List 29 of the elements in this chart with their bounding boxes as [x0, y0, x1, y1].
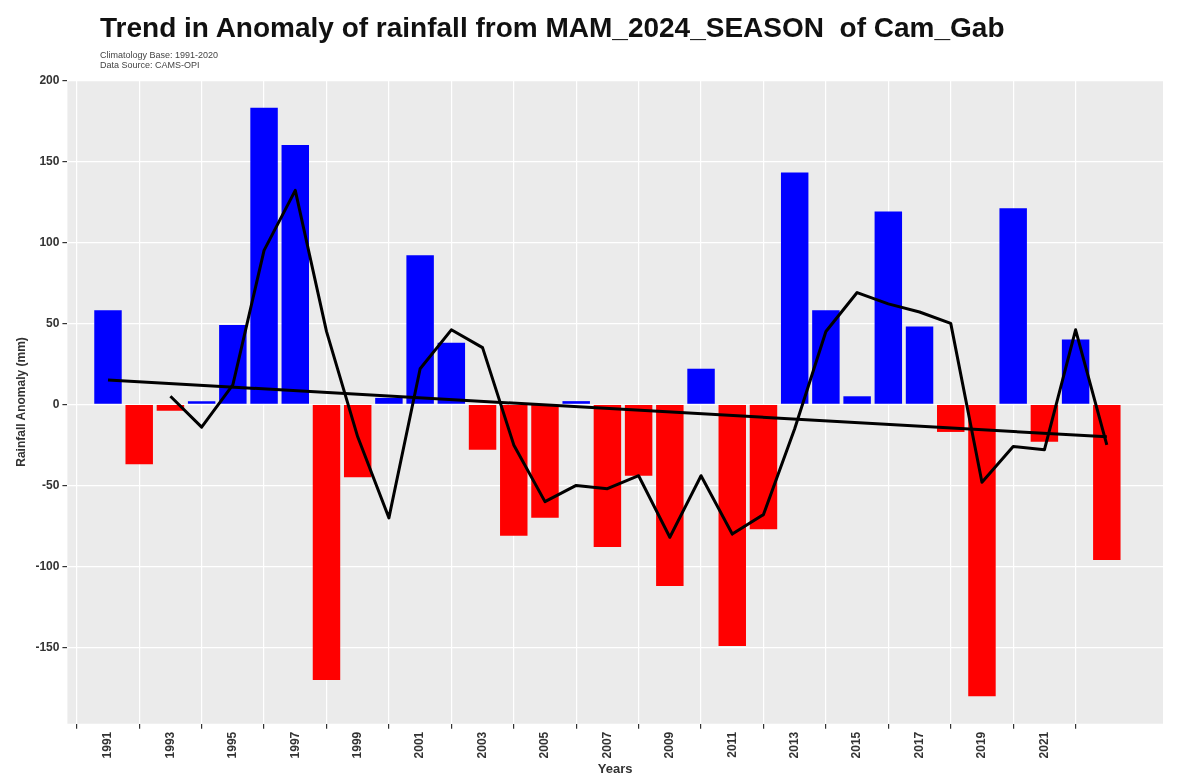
x-tick-label: 2015 [849, 731, 864, 759]
x-tick-label: 2019 [974, 731, 989, 759]
x-axis-title: Years [597, 760, 633, 776]
x-tick-label: 2007 [599, 731, 614, 759]
x-tick-label: 1999 [350, 731, 365, 759]
y-tick-label: 150 [39, 153, 60, 168]
source-note: Data Source: CAMS-OPI [100, 60, 201, 70]
y-tick-label: -100 [35, 558, 60, 573]
x-tick-label: 2017 [911, 731, 926, 759]
y-tick-label: -50 [42, 477, 60, 492]
x-tick-label: 1995 [225, 731, 240, 759]
x-tick-label: 2021 [1036, 731, 1051, 759]
x-tick-label: 1993 [162, 731, 177, 759]
chart-subtitle: Climatology Base: 1991-2020 [100, 50, 219, 60]
x-tick-label: 1991 [100, 731, 115, 759]
chart-title: Trend in Anomaly of rainfall from MAM_2024_SEASON of Cam_Gab [100, 12, 1005, 44]
y-tick-label: 50 [46, 315, 60, 330]
x-tick-label: 2009 [662, 731, 677, 759]
y-tick-label: 200 [39, 72, 60, 87]
y-tick-label: 100 [39, 234, 60, 249]
x-tick-label: 1997 [287, 731, 302, 759]
x-tick-label: 2003 [474, 731, 489, 759]
y-tick-label: -150 [35, 639, 60, 654]
y-axis-title: Rainfall Anomaly (mm) [13, 337, 28, 467]
x-tick-label: 2005 [537, 731, 552, 759]
x-tick-label: 2013 [787, 731, 801, 759]
x-tick-label: 2001 [412, 731, 427, 759]
x-tick-label: 2011 [724, 731, 739, 758]
y-tick-label: 0 [52, 396, 60, 411]
